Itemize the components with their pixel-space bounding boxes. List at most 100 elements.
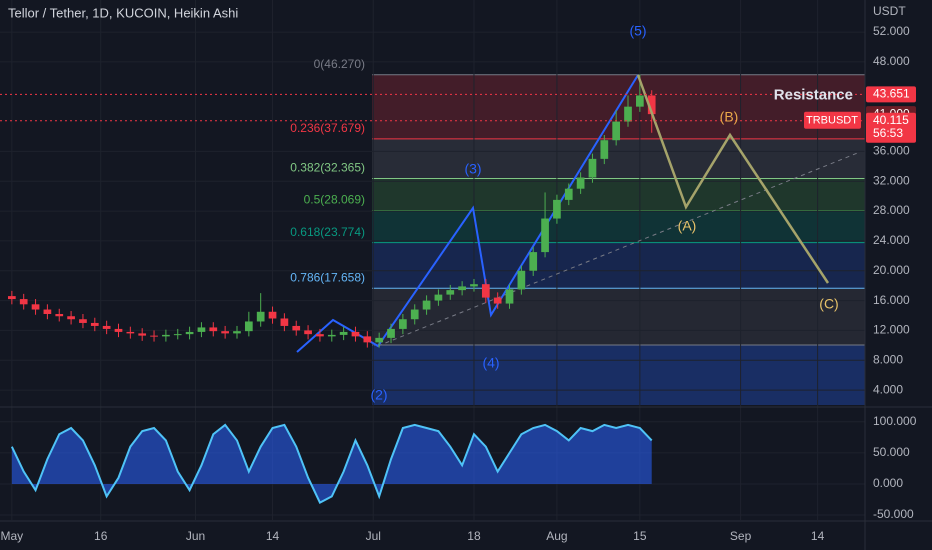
- y-tick-label: 4.000: [873, 382, 903, 396]
- candle-body: [292, 325, 301, 331]
- candle-body: [647, 95, 656, 115]
- fib-band: [372, 288, 865, 346]
- candle-body: [375, 337, 384, 343]
- y-tick-label: 24.000: [873, 233, 910, 247]
- wave-label: (4): [482, 355, 499, 371]
- candle-body: [256, 311, 265, 322]
- wave-label: (2): [370, 387, 387, 403]
- wave-label: (C): [819, 296, 838, 312]
- candle-body: [126, 331, 135, 334]
- candle-body: [102, 325, 111, 329]
- trend-line: [377, 151, 861, 347]
- overlay: 52.000 48.000 36.000 32.000 28.000 24.000 20.0…: [0, 24, 916, 396]
- y-tick-label: 100.000: [873, 414, 917, 428]
- projection: [636, 74, 830, 284]
- fib-band: [372, 345, 865, 405]
- candle-body: [268, 311, 277, 319]
- wave-label: (3): [464, 161, 481, 177]
- candle-body: [162, 334, 170, 337]
- candle-body: [493, 297, 502, 304]
- candle-body: [351, 331, 360, 337]
- symbol-box: [804, 111, 861, 129]
- y-tick-label: -50.000: [873, 507, 914, 521]
- candle-body: [233, 331, 241, 334]
- candle-body: [185, 331, 194, 335]
- y-tick-label: 48.000: [873, 54, 910, 68]
- y-tick-label: 50.000: [873, 445, 910, 459]
- resistance-label: Resistance: [774, 86, 853, 103]
- candle-body: [434, 294, 443, 301]
- fib-label: 0.618(23.774): [290, 225, 365, 239]
- candle-body: [505, 289, 514, 304]
- candle-body: [79, 319, 87, 323]
- candle-body: [529, 252, 538, 271]
- x-tick-label: Aug: [546, 529, 567, 543]
- candle-body: [600, 140, 609, 159]
- fib-bands: [372, 74, 865, 405]
- x-tick-label: Jun: [186, 529, 205, 543]
- candle-body: [458, 286, 466, 291]
- candle-body: [55, 314, 64, 317]
- candle-body: [576, 177, 585, 189]
- candle-body: [197, 327, 206, 332]
- candle-body: [150, 335, 158, 337]
- candle-body: [553, 199, 561, 219]
- candle-body: [422, 300, 431, 310]
- y-tick-label: 32.000: [873, 173, 910, 187]
- x-tick-label: May: [1, 529, 24, 543]
- x-tick-label: 16: [94, 529, 108, 543]
- y-tick-label: 16.000: [873, 293, 910, 307]
- candle-body: [209, 327, 218, 332]
- candle-body: [588, 158, 597, 178]
- price-label: 40.115: [873, 113, 909, 127]
- x-tick-label: 18: [467, 529, 481, 543]
- price-box: [866, 86, 916, 103]
- wave-label: (5): [629, 23, 646, 39]
- candle-body: [624, 106, 632, 122]
- y-tick-label: 8.000: [873, 352, 903, 366]
- candle-body: [114, 328, 123, 332]
- y-tick-label: 0.000: [873, 476, 903, 490]
- candle-body: [339, 331, 348, 335]
- candle-body: [31, 304, 40, 310]
- wave-label: (A): [678, 218, 697, 234]
- fib-label: 0.786(17.658): [290, 270, 365, 284]
- candle-body: [138, 333, 147, 336]
- candle-body: [517, 270, 526, 290]
- candle-body: [90, 322, 99, 326]
- candle-body: [410, 309, 419, 320]
- candle-body: [564, 188, 573, 200]
- candle-body: [327, 334, 336, 337]
- candle-body: [280, 318, 289, 326]
- x-tick-label: 14: [266, 529, 280, 543]
- candles: [7, 74, 656, 348]
- oscillator-line: [10, 423, 653, 504]
- x-tick-label: Jul: [366, 529, 381, 543]
- candle-body: [470, 284, 478, 287]
- candle-body: [43, 309, 52, 315]
- candle-body: [304, 330, 312, 335]
- elliott-wave: [296, 74, 639, 353]
- y-tick-label: 28.000: [873, 203, 910, 217]
- wave-label: (B): [720, 109, 739, 125]
- fib-band: [372, 242, 865, 289]
- oscillator-area: [11, 424, 652, 503]
- candle-body: [7, 296, 16, 300]
- y-tick-label: 12.000: [873, 323, 910, 337]
- candle-body: [363, 336, 372, 343]
- candle-body: [541, 218, 549, 253]
- price-label: 43.651: [873, 87, 910, 101]
- fib-band: [372, 178, 865, 211]
- candle-body: [19, 299, 28, 305]
- y-tick-label: 52.000: [873, 24, 910, 38]
- candle-body: [636, 95, 644, 107]
- candle-body: [316, 334, 324, 337]
- y-axis-label: USDT: [873, 4, 906, 18]
- symbol-label: TRBUSDT: [806, 115, 858, 127]
- candle-body: [387, 328, 395, 338]
- y-tick-label: 36.000: [873, 144, 910, 158]
- countdown: 56:53: [873, 126, 903, 140]
- x-tick-label: 15: [633, 529, 647, 543]
- fib-label: 0.236(37.679): [290, 121, 365, 135]
